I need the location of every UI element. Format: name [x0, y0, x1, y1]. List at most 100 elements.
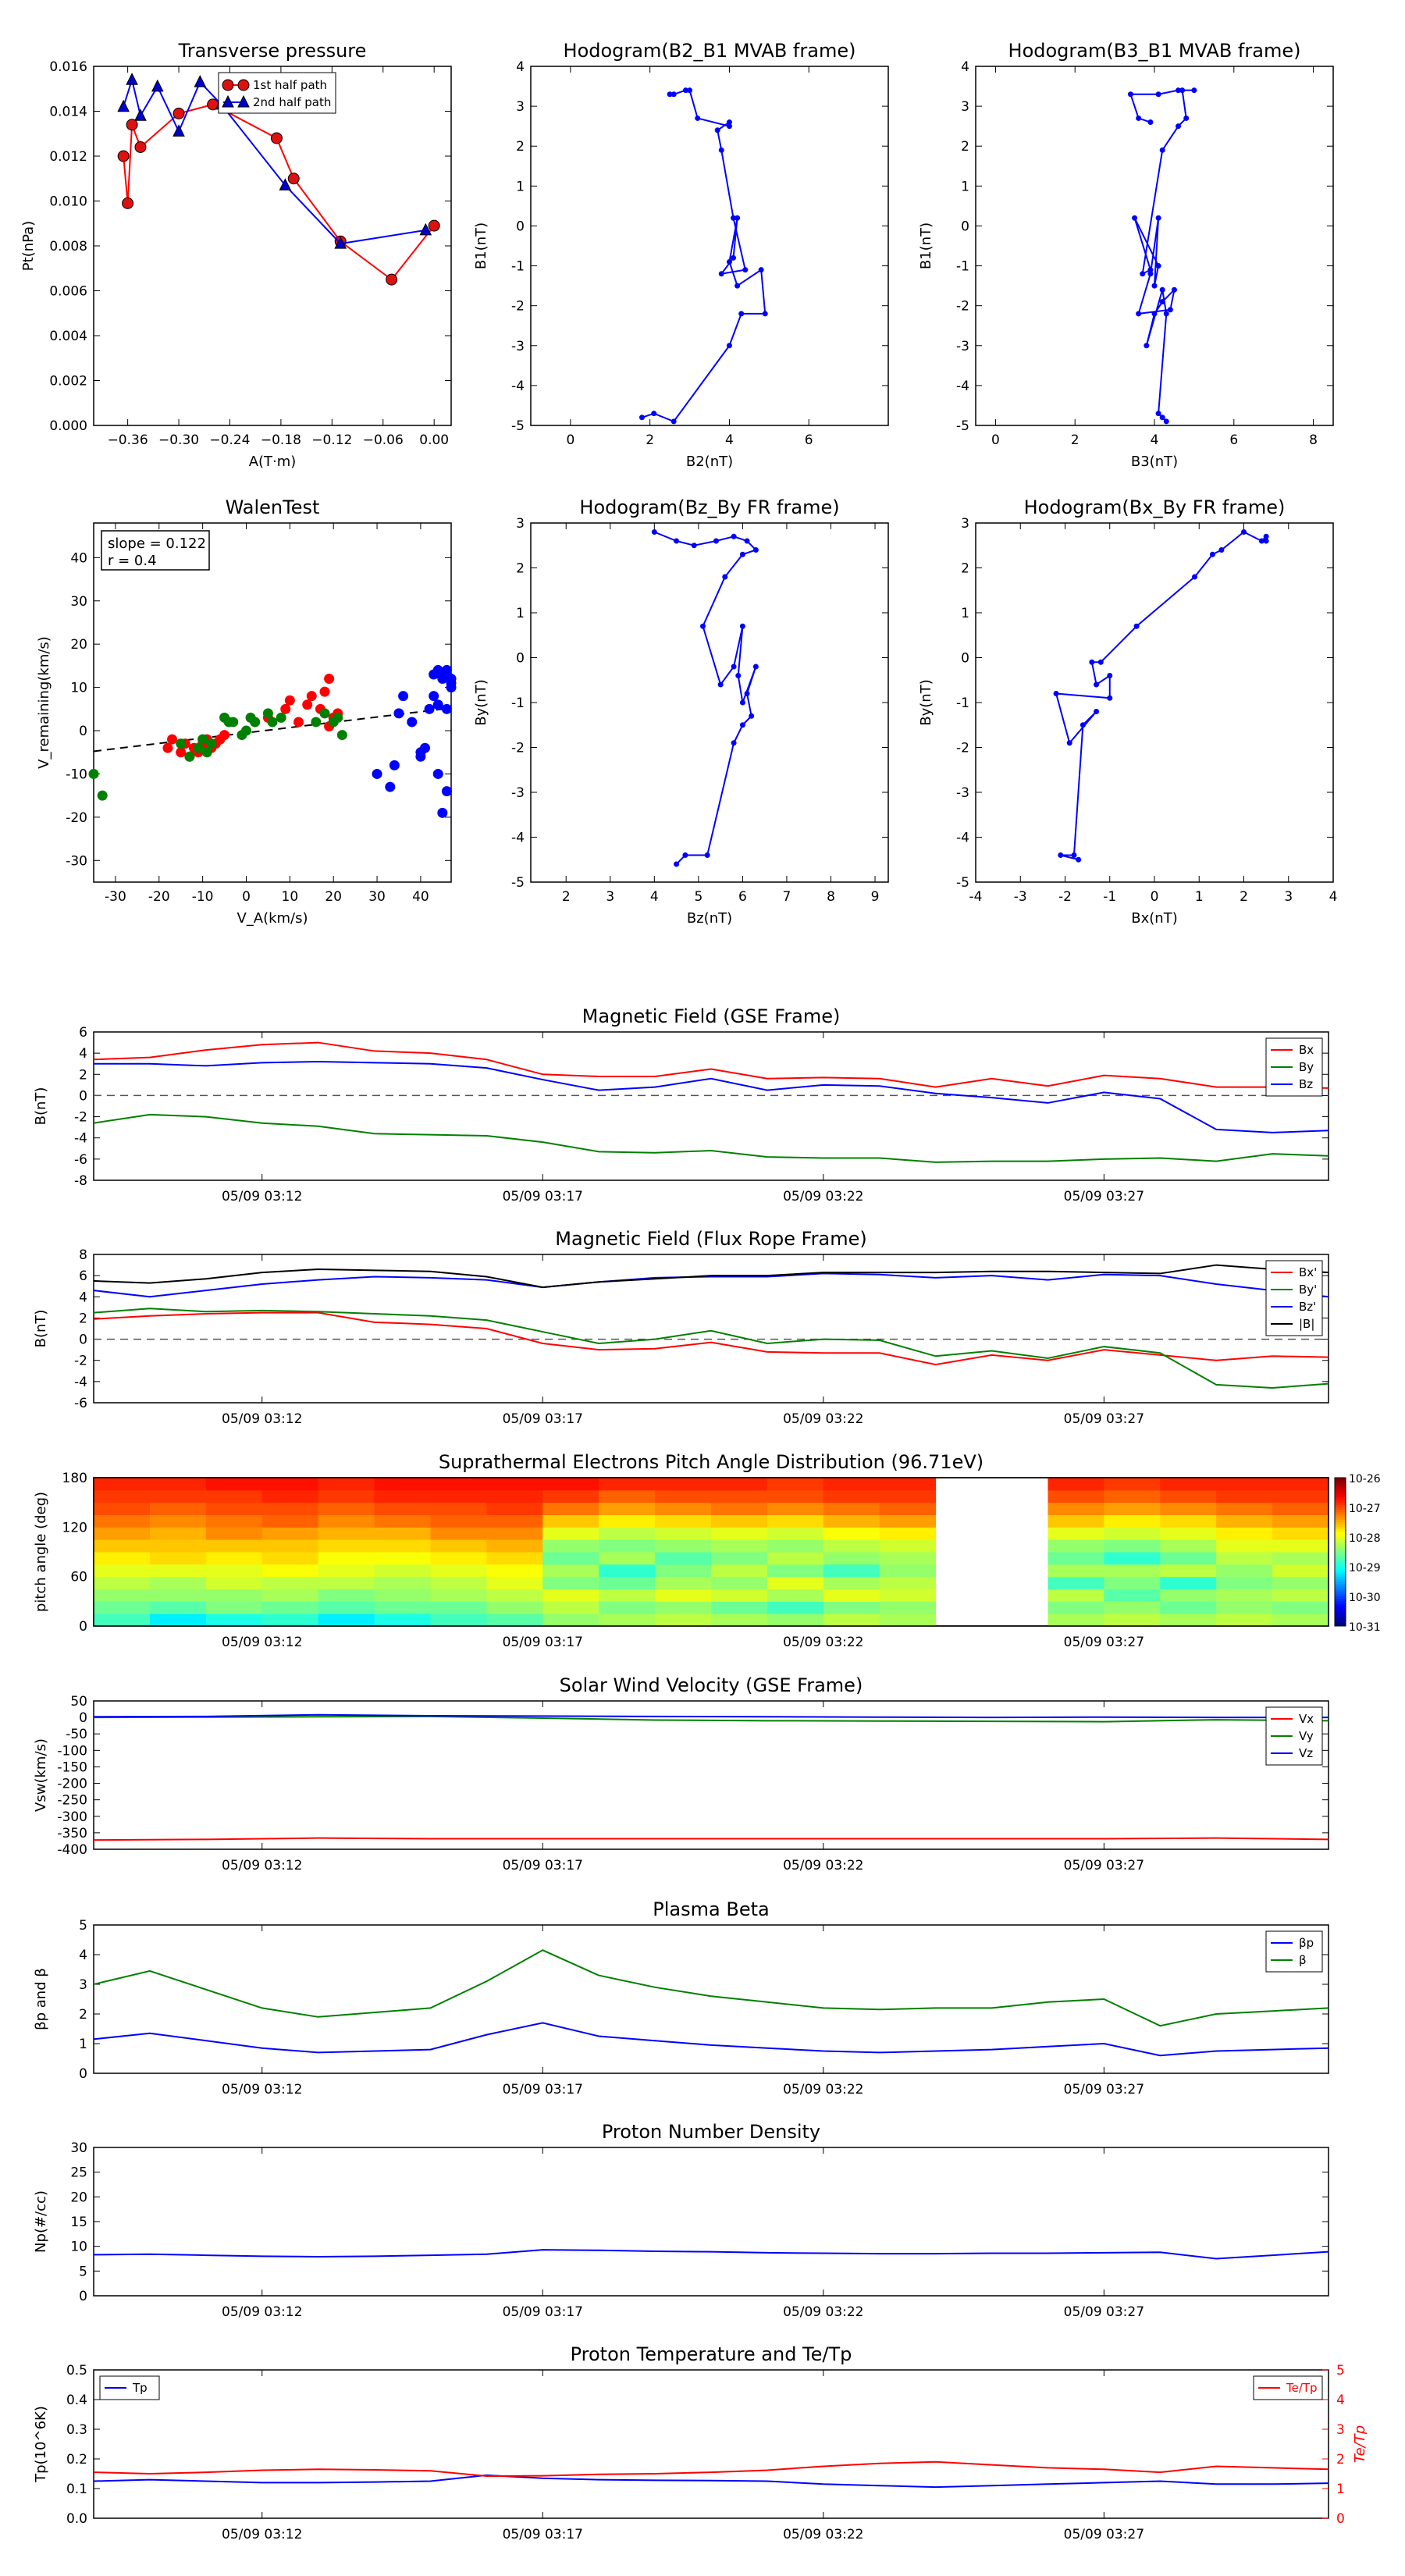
- heatmap-cell: [94, 1552, 151, 1565]
- y-tick-label: 25: [70, 2165, 87, 2181]
- x-tick-label: 20: [325, 889, 342, 905]
- annotation-text: slope = 0.122: [108, 535, 206, 552]
- y-tick-label: 1: [516, 179, 525, 194]
- colorbar-segment: [1335, 1618, 1346, 1622]
- colorbar-segment: [1335, 1537, 1346, 1540]
- y-tick-label: -4: [956, 379, 969, 394]
- plot-frame: [93, 522, 452, 883]
- data-marker: [1151, 311, 1158, 317]
- data-marker: [726, 343, 732, 349]
- heatmap-cell: [94, 1601, 151, 1614]
- data-marker: [651, 411, 657, 417]
- x-tick-label: 10: [282, 889, 299, 905]
- data-marker: [735, 215, 741, 221]
- y-tick-label: -250: [57, 1793, 87, 1809]
- heatmap-cell: [94, 1576, 151, 1589]
- time-tick-label: 05/09 03:27: [1064, 1635, 1144, 1650]
- heatmap-cell: [1272, 1539, 1329, 1553]
- heatmap-cell: [374, 1539, 431, 1553]
- y-tick-label: -6: [74, 1396, 87, 1411]
- chart-hodogram-b3-b1: Hodogram(B3_B1 MVAB frame) -5 -4 -3 -2 -1 0 1 2 3…: [918, 40, 1334, 470]
- heatmap-cells: [94, 1478, 1329, 1627]
- colorbar-label: 10-29: [1349, 1562, 1381, 1574]
- x-axis-label: B3(nT): [1131, 454, 1178, 470]
- y-axis-label: By(nT): [473, 679, 489, 725]
- heatmap-cell: [599, 1576, 656, 1589]
- scatter-point: [306, 691, 317, 702]
- data-marker: [1097, 659, 1104, 665]
- heatmap-cell: [94, 1614, 151, 1627]
- colorbar-segment: [1335, 1621, 1346, 1624]
- y-tick-label: -4: [74, 1375, 87, 1390]
- x-tick-label: 8: [1309, 432, 1318, 448]
- colorbar-segment: [1335, 1546, 1346, 1550]
- data-marker: [134, 141, 147, 153]
- chart-title: Plasma Beta: [653, 1898, 769, 1920]
- heatmap-cell: [655, 1527, 712, 1540]
- y-tick-label: 4: [79, 1290, 87, 1305]
- data-marker: [1167, 307, 1173, 313]
- heatmap-cell: [655, 1576, 712, 1589]
- heatmap-cell: [879, 1564, 937, 1578]
- heatmap-cell: [1160, 1564, 1217, 1578]
- series-line-p: [93, 2022, 1329, 2057]
- x-tick-label: -1: [1103, 889, 1116, 905]
- colorbar-segment: [1335, 1485, 1346, 1489]
- time-tick-label: 05/09 03:22: [783, 1411, 863, 1427]
- heatmap-cell: [318, 1589, 375, 1602]
- heatmap-cell: [430, 1527, 487, 1540]
- y-axis-label: V_remaining(km/s): [36, 636, 52, 769]
- data-marker: [674, 538, 680, 544]
- legend-entry: Bx: [1299, 1043, 1314, 1057]
- time-tick-label: 05/09 03:17: [503, 2527, 583, 2542]
- legend-entry: Bx': [1299, 1265, 1317, 1279]
- heatmap-cell: [1160, 1539, 1217, 1553]
- heatmap-cell: [261, 1527, 319, 1540]
- data-marker: [717, 681, 724, 688]
- y-tick-label: -2: [956, 299, 969, 315]
- heatmap-cell: [1272, 1564, 1329, 1578]
- heatmap-cell: [1272, 1614, 1329, 1627]
- y-tick-label: 0: [79, 1332, 87, 1348]
- data-marker: [695, 115, 701, 121]
- series-line-Vx: [93, 1837, 1329, 1841]
- x-tick-label: 5: [694, 889, 702, 905]
- chart-title: Solar Wind Velocity (GSE Frame): [560, 1674, 863, 1696]
- heatmap-cell: [711, 1514, 768, 1528]
- x-tick-label: −0.36: [108, 432, 148, 448]
- scatter-point: [201, 747, 212, 758]
- heatmap-cell: [655, 1589, 712, 1602]
- data-marker: [1176, 123, 1182, 130]
- plot-frame-top: [93, 1477, 1329, 1627]
- data-marker: [194, 75, 207, 87]
- y-tick-label: -3: [511, 339, 525, 354]
- data-marker: [1183, 115, 1190, 121]
- data-marker: [1144, 343, 1150, 349]
- heatmap-cell: [823, 1489, 880, 1503]
- heatmap-cell: [94, 1527, 151, 1540]
- heatmap-cell: [149, 1614, 207, 1627]
- colorbar-segment: [1335, 1532, 1346, 1535]
- heatmap-cell: [1104, 1576, 1161, 1589]
- y-tick-label: 2: [79, 1311, 87, 1326]
- heatmap-cell: [711, 1564, 768, 1578]
- series-blue-points: [372, 664, 457, 818]
- colorbar-segment: [1335, 1608, 1346, 1612]
- x-tick-label: 4: [1329, 889, 1338, 905]
- time-tick-label: 05/09 03:22: [783, 2082, 863, 2097]
- colorbar-segment: [1335, 1514, 1346, 1518]
- data-marker: [752, 547, 759, 553]
- heatmap-cell: [205, 1502, 263, 1515]
- data-marker: [1159, 299, 1165, 305]
- y-tick-label: -5: [511, 418, 525, 434]
- series-B1-vs-B2: [638, 87, 768, 425]
- data-marker: [1218, 547, 1225, 553]
- heatmap-cell: [1216, 1489, 1273, 1503]
- heatmap-cell: [374, 1527, 431, 1540]
- heatmap-cell: [599, 1489, 656, 1503]
- y-tick-label: 0.014: [49, 105, 87, 120]
- data-marker: [674, 861, 680, 867]
- time-tick-label: 05/09 03:27: [1064, 2527, 1144, 2542]
- legend-entry: 2nd half path: [253, 95, 331, 109]
